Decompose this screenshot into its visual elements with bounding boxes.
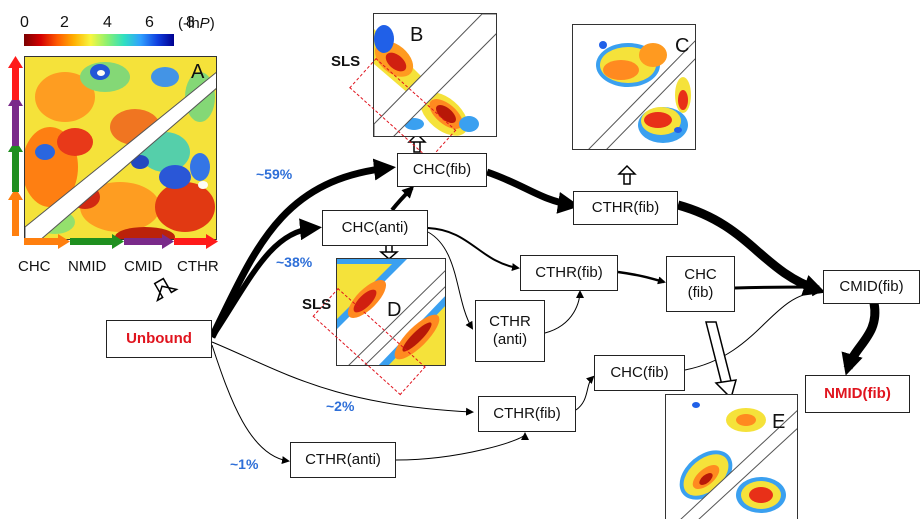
panel-label-d: D [387,299,402,321]
sls-label-d: SLS [302,296,332,313]
contour-map-e [679,402,797,519]
arrow-cthrfib-cmid [676,200,826,296]
percent-59: ~59% [256,166,293,182]
axis-arrowhead [206,234,218,249]
hollow-arrow-unbound-A [153,277,179,303]
node-cmid-fib: CMID(fib) [823,270,920,304]
axis-arrowhead [162,234,174,249]
contour-map-b [374,14,496,136]
map-panel-b: B [373,13,497,137]
arrow-chcfib-low-cmid [684,288,820,371]
axis-segment-nmid-vertical [12,148,19,192]
arrow-cthranti-cthrfib-low [395,432,529,461]
arrow-unbound-cthrfib-low [211,341,474,416]
axis-arrowhead [8,56,23,68]
node-chc-fib-right: CHC (fib) [666,256,735,312]
arrow-chcfib-cthrfib [485,168,580,214]
colorbar-unit-suffix: ) [209,15,215,32]
axis-arrowhead [112,234,124,249]
axis-segment-chc-horizontal [24,238,62,245]
arrow-chcanti-chcfib [390,185,415,212]
map-panel-c: C [572,24,696,150]
node-cthr-anti-low: CTHR(anti) [290,442,396,478]
sls-label-b: SLS [331,53,361,70]
map-panel-d: D [336,258,446,366]
colorbar-tick: 6 [145,14,154,31]
hollow-arrow-chcanti-D [379,244,399,260]
axis-segment-chc-vertical [12,194,19,236]
hollow-arrow-chcfib-E [705,321,738,400]
colorbar-tick: 2 [60,14,69,31]
axis-segment-cthr-horizontal [174,238,210,245]
map-panel-a: A [24,56,217,240]
panel-label-e: E [772,411,786,433]
arrow-cmid-nmid [841,302,880,376]
hollow-arrow-cthrfib-C [617,164,637,185]
axis-label-cthr: CTHR [177,258,219,275]
percent-2: ~2% [326,398,355,414]
contour-map-d [337,259,445,365]
arrow-unbound-chcanti [209,218,322,339]
arrow-unbound-chcfib [208,158,396,339]
node-cthr-fib-mid: CTHR(fib) [520,255,618,291]
contour-map-c [588,40,695,149]
hollow-arrow-chcfib-B [407,132,427,153]
colorbar-unit-prefix: (-ln [178,15,200,32]
contour-map-a [25,57,216,239]
colorbar-unit: (-lnP) [178,15,215,32]
percent-1: ~1% [230,456,259,472]
axis-segment-nmid-horizontal [70,238,116,245]
colorbar-tick: 8 [186,14,195,31]
node-chc-fib-top: CHC(fib) [397,153,487,187]
colorbar-unit-var: P [199,15,210,32]
axis-label-chc: CHC [18,258,51,275]
node-unbound: Unbound [106,320,212,358]
arrow-cthrfib-chcfib [617,270,666,285]
axis-segment-cmid-vertical [12,102,19,146]
colorbar-tick: 0 [20,14,29,31]
arrow-cthrfib-chcfib-low [575,375,595,411]
node-chc-anti: CHC(anti) [322,210,428,246]
axis-label-nmid: NMID [68,258,107,275]
axis-arrowhead [8,188,23,200]
node-cthr-anti-mid: CTHR (anti) [475,300,545,362]
map-panel-e: E [665,394,798,519]
arrow-unbound-cthranti-low [211,344,290,465]
percent-38: ~38% [276,254,313,270]
axis-arrowhead [58,234,70,249]
axis-segment-cmid-horizontal [124,238,166,245]
axis-label-cmid: CMID [124,258,163,275]
panel-label-a: A [191,61,205,83]
panel-a-axis-arrows [8,56,218,249]
axis-segment-cthr-vertical [12,64,19,100]
arrow-cthranti-cthrfib [544,290,584,334]
arrow-chcfib-cmid [734,281,819,294]
panel-label-c: C [675,35,690,57]
node-nmid-fib: NMID(fib) [805,375,910,413]
colorbar-tick: 4 [103,14,112,31]
node-chc-fib-low: CHC(fib) [594,355,685,391]
panel-label-b: B [410,24,424,46]
arrow-chcanti-cthrfib [427,227,520,272]
colorbar [24,34,174,46]
colorbar-ticks: 0 2 4 6 8 [20,14,220,34]
node-cthr-fib-top: CTHR(fib) [573,191,678,225]
arrow-chcanti-cthranti [427,231,474,330]
node-cthr-fib-low: CTHR(fib) [478,396,576,432]
